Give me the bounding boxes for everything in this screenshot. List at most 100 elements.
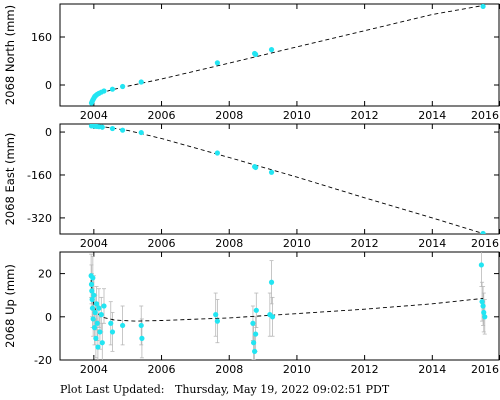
east-x-tick-label: 2012: [351, 237, 379, 250]
up-data-point: [92, 309, 98, 316]
east-data-point: [268, 169, 275, 175]
east-x-tick-label: 2004: [80, 237, 108, 250]
up-data-point: [93, 335, 99, 341]
north-panel: 2004 2006 2008 2010 2012 2014 2016 0 160 2068 Nor…: [3, 3, 500, 122]
up-data-point: [138, 322, 144, 329]
footer-label: Plot Last Updated:: [60, 383, 165, 396]
north-data-point: [138, 79, 144, 85]
east-x-tick-label: 2014: [418, 237, 446, 250]
up-data-point: [88, 281, 95, 287]
up-trend-line: [90, 280, 484, 322]
north-data-point: [120, 83, 126, 90]
up-data-point: [478, 262, 484, 268]
east-data-point: [138, 129, 144, 136]
east-x-tick-label: 2016: [471, 237, 499, 250]
north-data-point: [253, 51, 259, 58]
up-data-point: [109, 329, 116, 335]
up-x-tick-label: 2004: [80, 363, 108, 376]
north-data-point: [109, 86, 116, 92]
plot-last-updated: Plot Last Updated: Thursday, May 19, 202…: [60, 383, 389, 396]
up-y-tick-label: -20: [34, 354, 52, 367]
up-y-axis-label: 2068 Up (mm): [3, 264, 17, 348]
north-x-tick-label: 2012: [351, 109, 379, 122]
north-trend-line: [91, 5, 484, 104]
east-y-tick-label: -160: [27, 169, 52, 182]
up-data-point: [89, 305, 96, 311]
up-data-point: [94, 320, 100, 326]
up-data-point: [98, 312, 104, 318]
up-data-point: [481, 309, 487, 316]
north-x-tick-label: 2006: [148, 109, 176, 122]
north-x-tick-label: 2008: [215, 109, 243, 122]
east-x-tick-label: 2006: [148, 237, 176, 250]
east-panel: 2004 2006 2008 2010 2012 2014 2016 0 -160 -320 206…: [3, 123, 500, 250]
up-data-point: [480, 303, 486, 309]
up-data-point: [250, 320, 256, 326]
up-x-tick-label: 2008: [215, 363, 243, 376]
up-data-point: [482, 314, 488, 320]
north-x-tick-label: 2004: [80, 109, 108, 122]
north-y-axis-label: 2068 North (mm): [3, 5, 17, 105]
up-data-point: [479, 299, 485, 305]
east-y-tick-label: 0: [45, 126, 52, 139]
east-data-point: [480, 230, 486, 234]
east-data-point: [253, 164, 259, 171]
up-data-point: [213, 312, 219, 318]
up-data-point: [89, 288, 95, 294]
up-data-point: [101, 303, 107, 309]
up-x-tick-label: 2010: [283, 363, 311, 376]
east-data-point: [99, 124, 105, 130]
north-data-point: [101, 88, 107, 94]
east-y-axis-label: 2068 East (mm): [3, 133, 17, 226]
east-trend-line: [91, 125, 484, 234]
north-data-point: [268, 47, 275, 53]
up-data-point: [268, 279, 275, 285]
up-data-point: [108, 320, 114, 326]
north-plot-frame: [59, 3, 500, 107]
north-x-tick-label: 2016: [471, 109, 499, 122]
up-data-point: [99, 340, 105, 346]
up-data-point: [139, 335, 145, 341]
up-data-point: [214, 318, 220, 324]
up-x-tick-label: 2012: [351, 363, 379, 376]
north-data-point: [480, 4, 486, 9]
east-x-tick-label: 2010: [283, 237, 311, 250]
up-y-tick-label: 0: [45, 311, 52, 324]
up-panel: 2004 2006 2008 2010 2012 2014 2016 -20 0 20 2068 U…: [3, 251, 500, 376]
up-data-point: [91, 292, 97, 298]
up-data-point: [269, 314, 276, 320]
up-data-point: [252, 348, 258, 354]
up-data-point: [97, 329, 103, 335]
footer-timestamp: Thursday, May 19, 2022 09:02:51 PDT: [174, 383, 390, 396]
east-data-point: [214, 150, 220, 156]
up-x-tick-label: 2006: [148, 363, 176, 376]
up-x-tick-label: 2014: [418, 363, 446, 376]
up-data-point: [91, 325, 98, 331]
north-x-tick-label: 2010: [283, 109, 311, 122]
up-data-point: [253, 331, 259, 337]
east-x-tick-label: 2008: [215, 237, 243, 250]
up-x-tick-label: 2016: [471, 363, 499, 376]
up-data-point: [89, 296, 95, 303]
east-y-tick-label: -320: [27, 212, 52, 225]
north-data-layer: [88, 4, 486, 106]
up-data-point: [90, 316, 96, 322]
north-x-tick-label: 2014: [418, 109, 446, 122]
east-data-point: [109, 125, 116, 132]
up-data-point: [253, 307, 259, 313]
up-y-tick-label: 20: [38, 268, 52, 281]
up-data-layer: [88, 252, 488, 360]
east-data-layer: [88, 124, 486, 234]
up-data-point: [120, 322, 126, 329]
up-data-point: [96, 305, 102, 311]
east-data-point: [120, 127, 126, 133]
up-data-point: [90, 275, 96, 281]
east-plot-frame: [59, 123, 500, 235]
up-plot-frame: [59, 251, 500, 361]
up-data-point: [93, 301, 100, 307]
up-data-point: [95, 344, 101, 350]
north-y-tick-label: 0: [45, 79, 52, 92]
north-y-tick-label: 160: [31, 31, 52, 44]
north-data-point: [214, 60, 220, 66]
